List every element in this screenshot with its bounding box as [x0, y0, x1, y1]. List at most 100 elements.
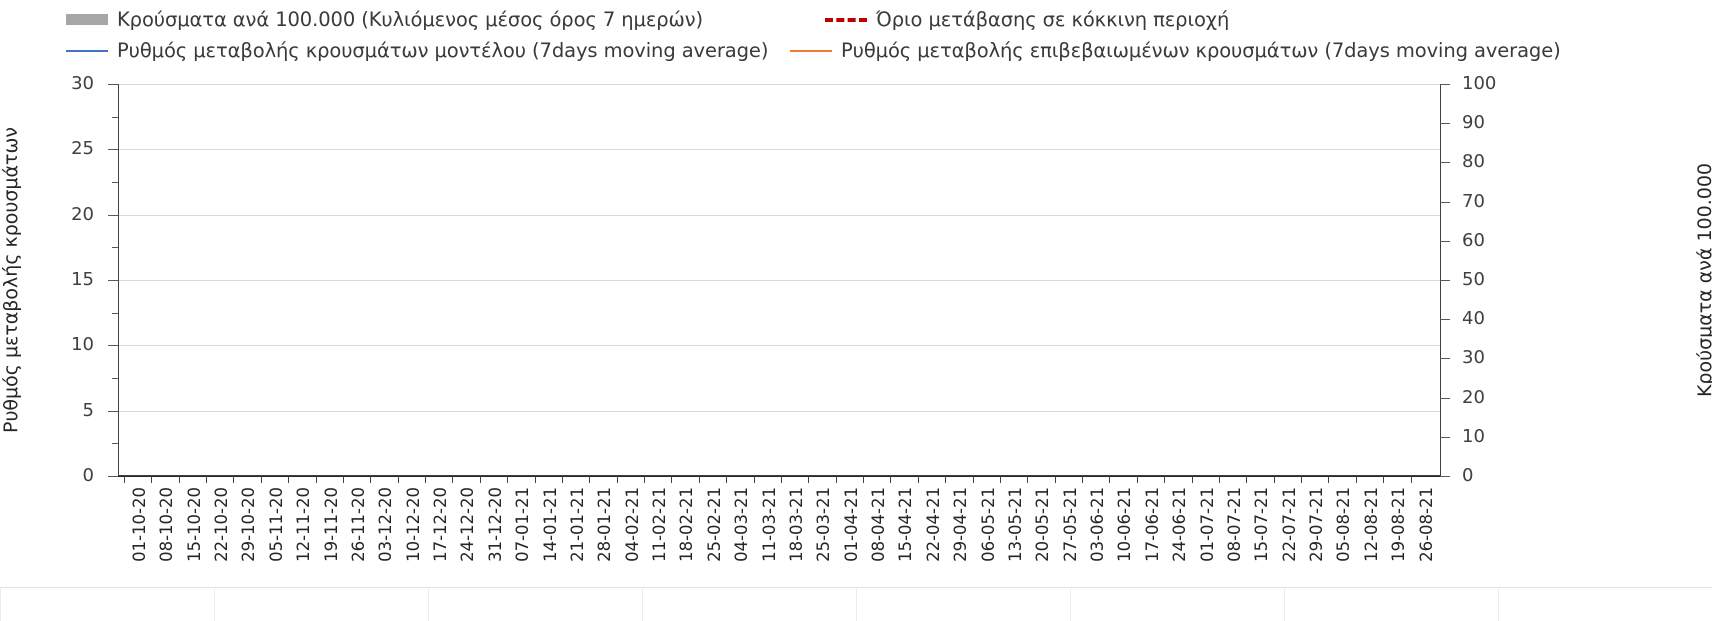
x-axis-tick-label: 26-11-20 — [348, 487, 368, 562]
x-axis-tick-label: 05-08-21 — [1334, 487, 1354, 562]
y-axis-left-title: Ρυθμός μεταβολής κρουσμάτων — [0, 126, 22, 434]
x-axis-tick — [1027, 476, 1029, 483]
x-axis-tick — [753, 476, 755, 483]
x-axis-tick — [999, 476, 1001, 483]
y-axis-left-tick — [112, 443, 118, 445]
x-axis-tick — [726, 476, 728, 483]
y-axis-left-tick — [108, 476, 118, 477]
gridline — [118, 149, 1440, 151]
y-axis-right-tick — [1440, 319, 1450, 321]
x-axis-tick-label: 22-10-20 — [212, 487, 232, 562]
x-axis-tick — [863, 476, 865, 483]
gridline — [118, 280, 1440, 281]
x-axis-tick-label: 27-05-21 — [1060, 487, 1080, 562]
divider-tick — [642, 587, 643, 621]
x-axis-tick — [370, 476, 372, 483]
legend-item-confirmed-rate[interactable]: Ρυθμός μεταβολής επιβεβαιωμένων κρουσμάτ… — [790, 39, 1561, 62]
y-axis-left-line — [118, 84, 119, 476]
y-axis-right-title: Κρούσματα ανά 100.000 — [1694, 162, 1712, 398]
divider-tick — [214, 587, 215, 621]
y-axis-left-tick-label: 10 — [71, 334, 94, 356]
legend-label-threshold: Όριο μετάβασης σε κόκκινη περιοχή — [876, 8, 1230, 31]
x-axis-tick-label: 01-10-20 — [130, 487, 149, 562]
x-axis-tick-label: 28-01-21 — [595, 487, 615, 562]
y-axis-right-tick — [1440, 436, 1450, 438]
y-axis-right-tick-label: 40 — [1462, 308, 1485, 330]
x-axis-tick — [534, 476, 536, 483]
x-axis-tick-label: 24-12-20 — [458, 487, 478, 562]
x-axis-tick-label: 07-01-21 — [513, 487, 533, 562]
plot-area — [118, 84, 1440, 476]
x-axis-tick-label: 15-10-20 — [184, 487, 204, 562]
divider-tick — [428, 587, 429, 621]
x-axis-tick — [1191, 476, 1193, 483]
x-axis-tick-label: 29-07-21 — [1307, 487, 1327, 562]
legend-item-threshold[interactable]: Όριο μετάβασης σε κόκκινη περιοχή — [825, 8, 1229, 31]
y-axis-left-tick — [112, 182, 118, 183]
x-axis-tick-label: 17-12-20 — [431, 487, 451, 562]
x-axis-tick — [425, 476, 427, 483]
legend-label-cases-per-100k: Κρούσματα ανά 100.000 (Κυλιόμενος μέσος … — [117, 8, 704, 31]
x-axis-tick-label: 03-06-21 — [1088, 487, 1108, 562]
x-axis-tick — [1410, 476, 1412, 483]
x-axis-tick-label: 19-08-21 — [1389, 487, 1409, 562]
x-axis-tick — [1082, 476, 1084, 483]
x-axis-tick — [206, 476, 208, 483]
x-axis-tick-label: 31-12-20 — [485, 487, 505, 562]
x-axis-tick — [1054, 476, 1056, 483]
y-axis-left-tick — [112, 247, 118, 249]
gridline — [118, 345, 1440, 347]
x-axis-tick — [780, 476, 782, 483]
y-axis-left-tick — [112, 312, 118, 314]
divider-tick — [1070, 587, 1071, 621]
y-axis-right-tick-label: 0 — [1462, 465, 1474, 486]
x-axis-tick-label: 13-05-21 — [1005, 487, 1025, 562]
x-axis-tick-label: 21-01-21 — [567, 487, 587, 562]
x-axis-tick — [178, 476, 180, 483]
x-axis-tick-label: 12-08-21 — [1361, 487, 1381, 562]
y-axis-left-tick-label: 30 — [71, 73, 94, 94]
x-axis-tick — [1355, 476, 1357, 483]
y-axis-right-tick-label: 10 — [1462, 425, 1485, 447]
y-axis-left-tick — [112, 116, 118, 118]
x-axis-tick-label: 04-02-21 — [622, 487, 642, 562]
divider-tick — [1498, 587, 1499, 621]
x-axis-tick — [397, 476, 399, 483]
x-axis-tick — [1109, 476, 1111, 483]
chart-legend: Κρούσματα ανά 100.000 (Κυλιόμενος μέσος … — [0, 0, 1712, 62]
orange-line-swatch-icon — [790, 49, 832, 52]
x-axis-tick — [233, 476, 235, 483]
legend-label-confirmed-rate: Ρυθμός μεταβολής επιβεβαιωμένων κρουσμάτ… — [841, 39, 1561, 62]
x-axis-tick-label: 22-04-21 — [923, 487, 943, 562]
gridline — [118, 214, 1440, 216]
x-axis-tick — [342, 476, 344, 483]
x-axis-tick — [1218, 476, 1220, 483]
x-axis-tick — [1301, 476, 1303, 483]
x-axis-tick — [808, 476, 810, 483]
x-axis-tick-label: 10-06-21 — [1115, 487, 1135, 562]
x-axis-tick — [616, 476, 618, 483]
y-axis-right-tick — [1440, 123, 1450, 125]
x-axis-tick — [561, 476, 563, 483]
x-axis-tick-label: 18-02-21 — [677, 487, 697, 562]
x-axis-tick — [151, 476, 153, 483]
y-axis-right-tick — [1440, 240, 1450, 242]
legend-item-cases-per-100k[interactable]: Κρούσματα ανά 100.000 (Κυλιόμενος μέσος … — [66, 8, 703, 31]
blue-line-swatch-icon — [66, 49, 108, 52]
y-axis-right-tick-label: 80 — [1462, 151, 1485, 173]
legend-item-model-rate[interactable]: Ρυθμός μεταβολής κρουσμάτων μοντέλου (7d… — [66, 39, 768, 62]
x-axis-tick-label: 01-07-21 — [1197, 487, 1217, 562]
y-axis-left-tick — [108, 280, 118, 281]
x-axis-tick-label: 12-11-20 — [294, 487, 314, 562]
y-axis-left-tick — [112, 378, 118, 379]
x-axis-tick-label: 11-02-21 — [650, 487, 670, 562]
x-axis-tick — [1246, 476, 1248, 483]
x-axis-tick-label: 11-03-21 — [759, 487, 779, 562]
x-axis-tick — [589, 476, 591, 483]
y-axis-left-tick — [108, 149, 118, 151]
x-axis-tick — [479, 476, 481, 483]
y-axis-right-tick-label: 30 — [1462, 347, 1485, 369]
gridline — [118, 410, 1440, 412]
x-axis-tick — [507, 476, 509, 483]
x-axis-tick-label: 10-12-20 — [403, 487, 423, 562]
